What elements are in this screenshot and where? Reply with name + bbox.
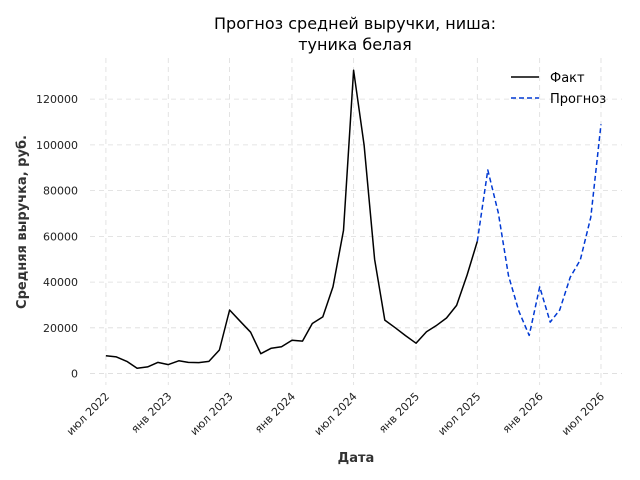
legend-label-forecast: Прогноз: [550, 92, 606, 107]
x-tick-label: янв 2026: [500, 390, 546, 436]
x-tick-label: июл 2024: [312, 390, 360, 438]
x-tick-label: янв 2024: [252, 390, 298, 436]
x-tick-label: июл 2022: [64, 390, 112, 438]
grid: [90, 58, 622, 385]
y-tick-label: 0: [71, 368, 78, 381]
x-axis-label: Дата: [338, 451, 375, 466]
y-tick-label: 60000: [43, 230, 78, 243]
x-tick-label: янв 2023: [129, 390, 175, 436]
x-tick-label: июл 2025: [435, 390, 483, 438]
x-tick-label: июл 2026: [559, 390, 607, 438]
chart-title-line-2: туника белая: [298, 35, 412, 54]
series-line-fact: [105, 69, 479, 370]
chart-title-line-1: Прогноз средней выручки, ниша:: [214, 14, 496, 33]
y-axis-ticks: 0 20000 40000 60000 80000 100000 120000: [36, 93, 78, 380]
y-tick-label: 100000: [36, 139, 78, 152]
y-tick-label: 120000: [36, 93, 78, 106]
legend-label-fact: Факт: [550, 71, 585, 86]
y-axis-label: Средняя выручка, руб.: [15, 135, 30, 309]
chart-title: Прогноз средней выручки, ниша: туника бе…: [214, 14, 496, 54]
y-tick-label: 20000: [43, 322, 78, 335]
x-tick-label: янв 2025: [376, 390, 422, 436]
x-tick-label: июл 2023: [188, 390, 236, 438]
y-tick-label: 40000: [43, 276, 78, 289]
x-axis-ticks: июл 2022 янв 2023 июл 2023 янв 2024 июл 2024…: [64, 390, 607, 438]
series-line-forecast: [476, 124, 602, 337]
y-tick-label: 80000: [43, 185, 78, 198]
legend: Факт Прогноз: [511, 71, 606, 107]
series: [105, 69, 602, 370]
